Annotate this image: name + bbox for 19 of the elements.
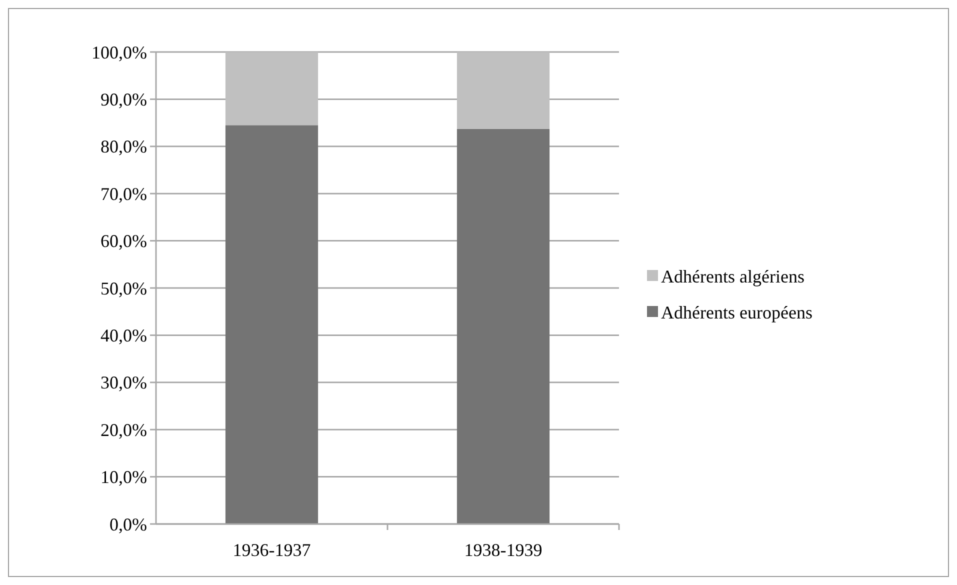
y-tick-label: 90,0% <box>100 90 147 110</box>
y-tick-label: 20,0% <box>100 420 147 440</box>
bar <box>225 52 318 126</box>
bar <box>456 52 550 129</box>
y-tick-label: 50,0% <box>100 278 147 298</box>
y-tick-label: 10,0% <box>100 467 147 488</box>
legend-label: Adhérents algériens <box>661 266 804 286</box>
y-tick-label: 30,0% <box>100 372 147 393</box>
y-tick-label: 40,0% <box>100 326 147 346</box>
legend-label: Adhérents européens <box>661 302 812 322</box>
y-tick-label: 60,0% <box>100 231 147 252</box>
y-tick-label: 80,0% <box>100 136 147 157</box>
y-tick-label: 0,0% <box>110 514 147 534</box>
x-tick-label: 1936-1937 <box>232 540 311 560</box>
bar <box>456 128 550 524</box>
y-tick-label: 70,0% <box>100 184 147 204</box>
bar <box>225 125 318 524</box>
y-tick-label: 100,0% <box>92 42 147 62</box>
x-tick-label: 1938-1939 <box>464 540 542 560</box>
